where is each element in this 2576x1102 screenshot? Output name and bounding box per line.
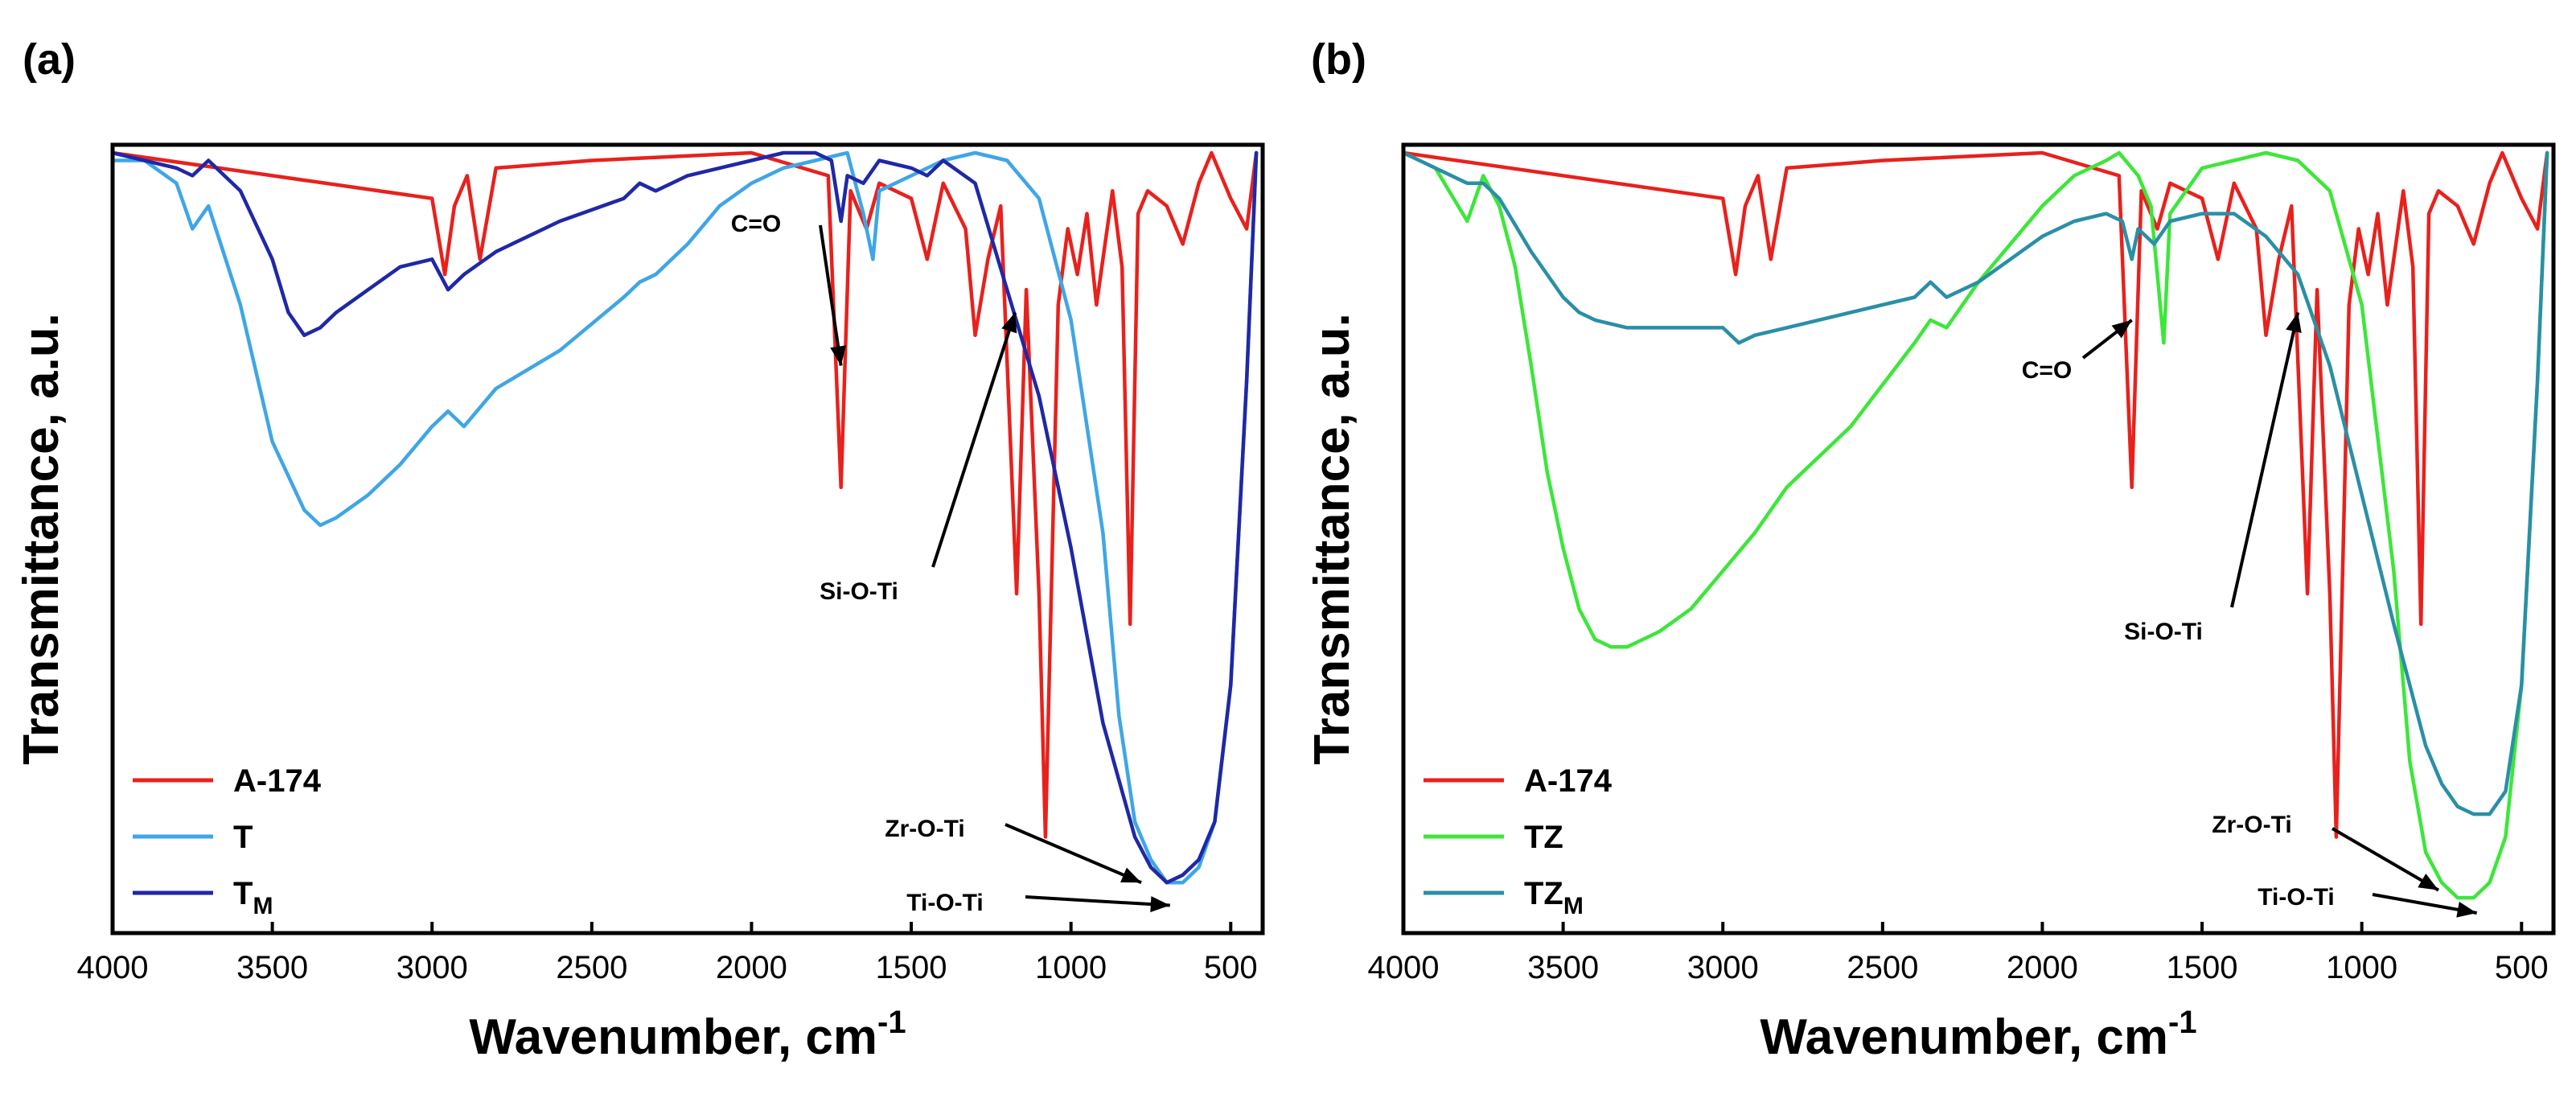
x-tick-label: 3500 — [1527, 950, 1599, 985]
arrow-head — [2456, 901, 2477, 918]
arrow-head — [2286, 312, 2302, 334]
annotation: Ti-O-Ti — [2258, 884, 2478, 918]
x-tick-label: 3000 — [1687, 950, 1759, 985]
x-tick-label: 4000 — [77, 950, 149, 985]
legend-entry: TZM — [1524, 876, 1584, 919]
annotation-label: Ti-O-Ti — [2258, 884, 2335, 911]
x-tick-label: 1000 — [1035, 950, 1107, 985]
x-tick-label: 2500 — [1847, 950, 1918, 985]
plot-frame — [1401, 142, 2556, 935]
annotation: C=O — [2022, 319, 2133, 384]
series-line-tz — [1401, 150, 2549, 900]
plot-frame — [110, 142, 1265, 935]
annotation-label: Si-O-Ti — [2124, 619, 2203, 645]
y-axis-title: Transmittance, a.u. — [14, 313, 69, 765]
series-line-tz-m — [1401, 150, 2549, 816]
arrow-head — [2111, 319, 2132, 339]
arrow-head — [830, 345, 847, 366]
legend-entry: TZ — [1524, 820, 1563, 855]
annotation-label: C=O — [731, 211, 782, 237]
x-tick-label: 3000 — [396, 950, 468, 985]
panel-label: (a) — [23, 35, 76, 84]
annotation-label: Ti-O-Ti — [906, 890, 984, 916]
annotation-label: C=O — [2022, 357, 2073, 384]
annotation: Si-O-Ti — [2124, 312, 2302, 645]
x-tick-label: 1500 — [2167, 950, 2238, 985]
legend: A-174 T TM — [133, 763, 322, 919]
annotation-arrow — [931, 311, 1017, 568]
x-axis-title: Wavenumber, cm-1 — [469, 1005, 906, 1065]
legend-entry: TM — [233, 876, 273, 919]
series-line-a-174 — [110, 150, 1259, 839]
annotation: Si-O-Ti — [820, 311, 1017, 605]
annotation-arrow — [1005, 823, 1142, 885]
annotation-label: Si-O-Ti — [820, 578, 898, 605]
x-tick-label: 1500 — [876, 950, 947, 985]
annotation: C=O — [731, 211, 847, 366]
annotation-label: Zr-O-Ti — [885, 816, 964, 842]
arrow-head — [1150, 896, 1170, 913]
x-tick-label: 2500 — [556, 950, 627, 985]
x-axis-title: Wavenumber, cm-1 — [1760, 1005, 2196, 1065]
annotation-label: Zr-O-Ti — [2212, 812, 2291, 838]
chart-panel-b: (b) 4000 3500 3000 2500 2000 1500 1000 500 Wavenu… — [1304, 35, 2556, 1065]
annotation: Zr-O-Ti — [885, 816, 1142, 885]
arrow-head — [2418, 873, 2438, 890]
x-tick-label: 3500 — [236, 950, 308, 985]
legend-entry: T — [233, 820, 253, 855]
series-line-a-174 — [1401, 150, 2549, 839]
legend-entry: A-174 — [1524, 763, 1613, 799]
annotation-arrow — [2331, 827, 2440, 892]
x-tick-label: 500 — [2495, 950, 2549, 985]
x-tick-label: 2000 — [716, 950, 787, 985]
x-tick-label: 2000 — [2007, 950, 2078, 985]
annotation-arrow — [819, 224, 843, 366]
x-tick-label: 500 — [1204, 950, 1258, 985]
annotation-arrow — [2230, 312, 2300, 608]
annotation: Ti-O-Ti — [906, 890, 1170, 916]
series-line-t-m — [110, 150, 1259, 885]
arrow-head — [1120, 867, 1142, 883]
annotation: Zr-O-Ti — [2212, 812, 2440, 892]
chart-panel-a: (a) 4000 3500 3000 2500 2000 1500 1000 500 Wavenu… — [14, 35, 1265, 1065]
legend: A-174 TZ TZM — [1424, 763, 1613, 919]
x-tick-label: 4000 — [1368, 950, 1440, 985]
legend-entry: A-174 — [233, 763, 322, 799]
y-axis-title: Transmittance, a.u. — [1304, 313, 1360, 765]
x-tick-label: 1000 — [2326, 950, 2397, 985]
annotation-arrow — [1025, 895, 1170, 907]
series-line-t — [110, 150, 1259, 885]
arrow-head — [1001, 312, 1017, 334]
panel-label: (b) — [1311, 35, 1366, 84]
